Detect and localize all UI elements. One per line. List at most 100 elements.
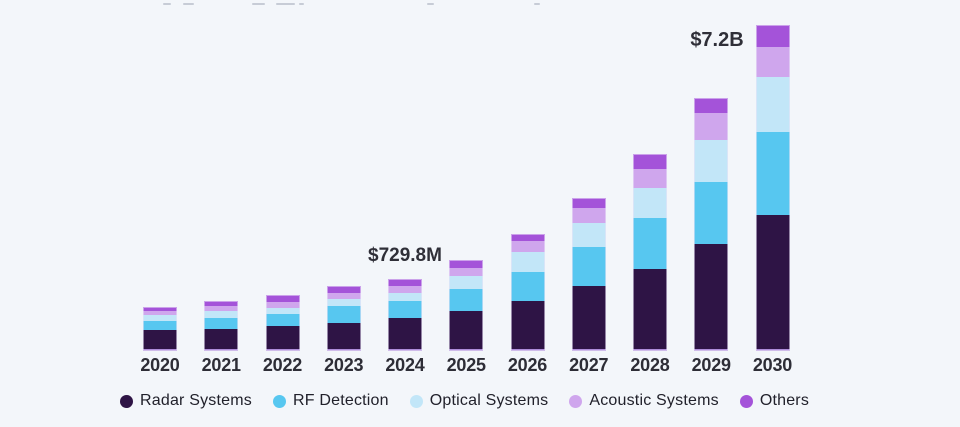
- bar-base-strip: [449, 349, 484, 351]
- legend: Radar Systems RF Detection Optical Systems…: [120, 390, 809, 412]
- segment-acoustic-systems-2026: [510, 241, 545, 252]
- segment-radar-systems-2025: [449, 311, 484, 349]
- segment-others-2026: [510, 234, 545, 241]
- segment-radar-systems-2028: [633, 269, 667, 349]
- segment-acoustic-systems-2029: [694, 113, 729, 140]
- segment-rf-detection-2022: [265, 314, 300, 326]
- bar-base-strip: [143, 349, 177, 351]
- bar-base-strip: [204, 349, 239, 351]
- segment-optical-systems-2030: [755, 77, 790, 132]
- legend-item-optical-systems[interactable]: Optical Systems: [409, 392, 549, 410]
- x-axis-label-2024: 2024: [385, 355, 425, 375]
- segment-others-2022: [265, 295, 300, 302]
- bar-2024[interactable]: [388, 279, 422, 351]
- bar-base-strip: [694, 349, 729, 351]
- x-axis-label-2023: 2023: [324, 355, 364, 375]
- legend-item-rf-detection[interactable]: RF Detection: [272, 392, 389, 410]
- legend-item-radar-systems[interactable]: Radar Systems: [120, 392, 252, 410]
- x-axis-label-2021: 2021: [201, 355, 241, 375]
- bar-2029[interactable]: [694, 98, 729, 351]
- segment-radar-systems-2026: [510, 301, 545, 349]
- legend-label: Acoustic Systems: [589, 392, 719, 409]
- segment-others-2020: [143, 307, 177, 311]
- bar-base-strip: [326, 349, 361, 351]
- bar-base-strip: [755, 349, 790, 351]
- segment-optical-systems-2027: [571, 223, 606, 247]
- segment-others-2027: [571, 198, 606, 208]
- cropped-text-fragment: [299, 3, 304, 5]
- bar-2023[interactable]: [326, 286, 361, 351]
- cropped-text-fragment: [163, 3, 171, 5]
- segment-radar-systems-2020: [143, 330, 177, 349]
- segment-acoustic-systems-2020: [143, 311, 177, 315]
- bar-2020[interactable]: [143, 307, 177, 351]
- value-label-2030: $7.2B: [690, 29, 744, 51]
- segment-acoustic-systems-2023: [326, 293, 361, 299]
- segment-rf-detection-2030: [755, 132, 790, 215]
- segment-acoustic-systems-2025: [449, 268, 484, 276]
- segment-rf-detection-2029: [694, 182, 729, 244]
- x-axis-label-2029: 2029: [691, 355, 731, 375]
- segment-optical-systems-2023: [326, 299, 361, 306]
- value-label-2024: $729.8M: [368, 245, 442, 266]
- segment-optical-systems-2026: [510, 252, 545, 272]
- segment-others-2021: [204, 301, 239, 306]
- segment-acoustic-systems-2021: [204, 306, 239, 311]
- segment-others-2024: [388, 279, 422, 286]
- segment-radar-systems-2027: [571, 286, 606, 349]
- bar-2022[interactable]: [265, 295, 300, 351]
- x-axis-label-2027: 2027: [569, 355, 609, 375]
- segment-others-2025: [449, 260, 484, 268]
- segment-optical-systems-2028: [633, 188, 667, 218]
- segment-optical-systems-2022: [265, 308, 300, 314]
- bar-2030[interactable]: [755, 25, 790, 351]
- legend-dot-radar-systems: [120, 394, 133, 408]
- bar-2021[interactable]: [204, 301, 239, 351]
- x-axis-label-2020: 2020: [140, 355, 180, 375]
- segment-rf-detection-2025: [449, 289, 484, 311]
- legend-label: Others: [759, 392, 810, 409]
- bar-base-strip: [633, 349, 667, 351]
- bar-base-strip: [265, 349, 300, 351]
- bar-2025[interactable]: [449, 260, 484, 351]
- bar-2026[interactable]: [510, 234, 545, 351]
- bar-base-strip: [388, 349, 422, 351]
- segment-rf-detection-2024: [388, 301, 422, 318]
- segment-radar-systems-2024: [388, 318, 422, 349]
- cropped-text-fragment: [276, 3, 295, 5]
- bar-2028[interactable]: [633, 154, 667, 351]
- legend-item-acoustic-systems[interactable]: Acoustic Systems: [569, 392, 719, 410]
- x-axis-label-2025: 2025: [446, 355, 486, 375]
- segment-radar-systems-2029: [694, 244, 729, 349]
- segment-optical-systems-2025: [449, 276, 484, 289]
- segment-rf-detection-2020: [143, 321, 177, 330]
- segment-optical-systems-2020: [143, 315, 177, 321]
- segment-rf-detection-2028: [633, 218, 667, 269]
- legend-label: Optical Systems: [429, 392, 549, 409]
- legend-label: RF Detection: [292, 392, 389, 409]
- legend-dot-optical-systems: [409, 394, 423, 408]
- segment-others-2028: [633, 154, 667, 169]
- segment-acoustic-systems-2030: [755, 47, 790, 77]
- cropped-text-fragment: [252, 3, 265, 5]
- legend-dot-rf-detection: [272, 394, 286, 408]
- segment-radar-systems-2022: [265, 326, 300, 349]
- segment-radar-systems-2023: [326, 323, 361, 349]
- bar-base-strip: [510, 349, 545, 351]
- segment-optical-systems-2024: [388, 293, 422, 301]
- legend-item-others[interactable]: Others: [739, 392, 810, 410]
- x-axis-label-2028: 2028: [630, 355, 670, 375]
- segment-rf-detection-2026: [510, 272, 545, 301]
- segment-radar-systems-2030: [755, 215, 790, 349]
- bar-2027[interactable]: [571, 198, 606, 351]
- segment-optical-systems-2021: [204, 311, 239, 318]
- cropped-text-fragment: [427, 3, 434, 5]
- legend-label: Radar Systems: [140, 392, 252, 409]
- segment-rf-detection-2027: [571, 247, 606, 286]
- segment-acoustic-systems-2028: [633, 169, 667, 188]
- cropped-text-fragment: [534, 3, 540, 5]
- segment-others-2023: [326, 286, 361, 293]
- segment-others-2030: [755, 25, 790, 47]
- segment-optical-systems-2029: [694, 140, 729, 182]
